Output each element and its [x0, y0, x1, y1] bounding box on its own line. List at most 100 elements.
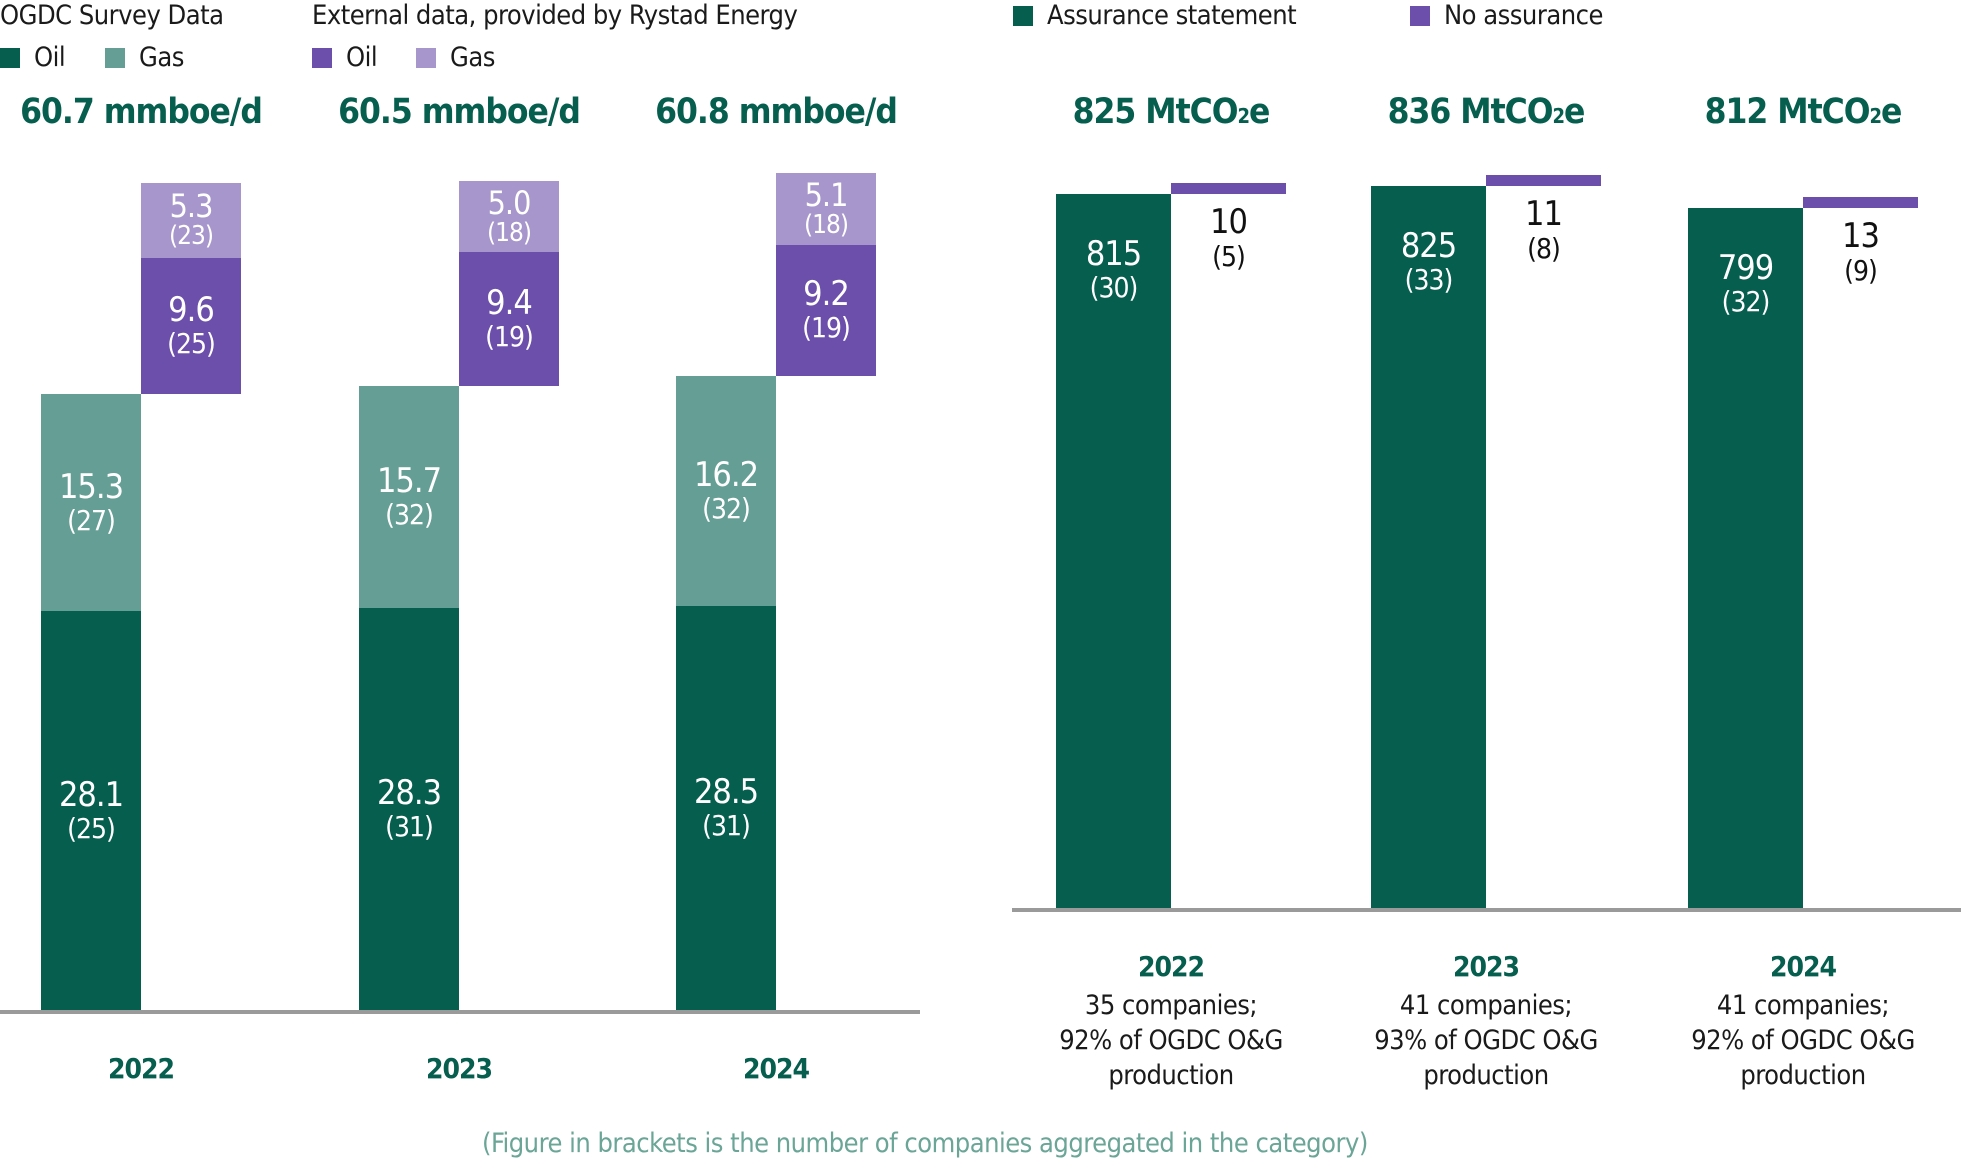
footnote: (Figure in brackets is the number of com… [482, 1128, 1368, 1159]
bar-assurance-2024: 799 (32) [1688, 208, 1803, 908]
bar-value-label: 9.2 [803, 274, 850, 315]
bar-ogdc-oil-2023: 28.3 (31) [359, 608, 459, 1010]
legend-item-ogdc-oil: Oil [0, 42, 66, 73]
legend-swatch-no-assurance [1410, 5, 1430, 26]
year-label-2022: 2022 [1137, 950, 1205, 983]
bar-no-assurance-2022 [1171, 183, 1286, 195]
total-label-subscript: 2 [1237, 104, 1250, 128]
bar-no-assurance-2024 [1803, 196, 1918, 209]
bar-count-label: (27) [67, 503, 116, 537]
bar-value-label: 28.1 [58, 774, 124, 815]
legend-swatch-ogdc-oil [0, 47, 20, 68]
bar-count-label: (33) [1404, 262, 1454, 296]
bar-value-label: 28.3 [376, 773, 442, 814]
bar-count-label: (32) [702, 491, 751, 525]
total-label-text: 836 MtCO [1387, 92, 1554, 132]
year-detail-2022: 35 companies; 92% of OGDC O&G production [1021, 988, 1321, 1093]
bar-value-label: 9.6 [168, 290, 215, 331]
total-label-tail: e [1564, 92, 1585, 132]
year-label-2023: 2023 [1452, 950, 1520, 983]
year-detail-line: 93% of OGDC O&G [1374, 1025, 1598, 1056]
bar-value-label: 5.3 [169, 187, 214, 226]
bar-count-label: (32) [1721, 285, 1771, 319]
year-detail-line: production [1740, 1060, 1866, 1091]
legend-swatch-assurance [1013, 5, 1033, 26]
bar-external-oil-2024: 9.2 (19) [776, 245, 876, 376]
legend-title-ogdc: OGDC Survey Data [0, 0, 224, 31]
bar-count-label: (31) [385, 810, 434, 844]
bar-value-label: 5.0 [487, 183, 532, 222]
year-detail-line: 35 companies; [1084, 990, 1258, 1021]
bar-value-label: 799 [1717, 248, 1774, 289]
total-label-text: 812 MtCO [1704, 92, 1871, 132]
bar-count-label: (8) [1527, 231, 1561, 265]
bar-count-label: (32) [385, 498, 434, 532]
bar-value-label: 9.4 [486, 282, 533, 323]
legend-label-assurance: Assurance statement [1047, 0, 1297, 31]
year-label-2024: 2024 [742, 1052, 810, 1085]
year-label-2024: 2024 [1769, 950, 1837, 983]
legend-item-no-assurance: No assurance [1410, 0, 1603, 31]
emissions-chart-axis [1012, 908, 1961, 912]
year-detail-line: 92% of OGDC O&G [1691, 1025, 1915, 1056]
bar-value-label: 10 [1210, 202, 1248, 243]
year-detail-line: production [1423, 1060, 1549, 1091]
total-label-2024: 60.8 mmboe/d [655, 92, 898, 132]
bar-count-label: (25) [67, 811, 116, 845]
total-label-subscript: 2 [1869, 104, 1882, 128]
bar-value-label: 15.3 [58, 466, 124, 507]
legend-item-ext-gas: Gas [416, 42, 495, 73]
legend-swatch-ogdc-gas [105, 47, 125, 68]
bar-count-label: (19) [485, 319, 534, 353]
bar-count-label: (18) [803, 209, 849, 240]
bar-value-label: 11 [1525, 193, 1563, 234]
legend-label-ext-oil: Oil [346, 42, 378, 73]
bar-value-label: 13 [1842, 216, 1880, 257]
year-label-2023: 2023 [425, 1052, 493, 1085]
legend-label-ogdc-gas: Gas [139, 42, 184, 73]
legend-label-ext-gas: Gas [450, 42, 495, 73]
bar-value-label: 16.2 [693, 454, 759, 495]
bar-ogdc-oil-2024: 28.5 (31) [676, 605, 776, 1010]
legend-title-external: External data, provided by Rystad Energy [312, 0, 798, 31]
year-detail-line: production [1108, 1060, 1234, 1091]
bar-no-assurance-2023 [1486, 174, 1601, 186]
total-label-tail: e [1249, 92, 1270, 132]
bar-value-label: 815 [1085, 234, 1142, 275]
legend-label-no-assurance: No assurance [1444, 0, 1603, 31]
bar-count-label: (19) [802, 311, 851, 345]
total-label-subscript: 2 [1552, 104, 1565, 128]
total-label-tail: e [1881, 92, 1902, 132]
bar-count-label: (25) [167, 327, 216, 361]
bar-count-label: (9) [1844, 254, 1878, 288]
legend-item-assurance: Assurance statement [1013, 0, 1297, 31]
no-assurance-label-2023: 11 (8) [1486, 196, 1601, 266]
bar-value-label: 28.5 [693, 771, 759, 812]
bar-count-label: (23) [168, 221, 214, 252]
bar-external-oil-2023: 9.4 (19) [459, 252, 559, 386]
year-detail-2023: 41 companies; 93% of OGDC O&G production [1336, 988, 1636, 1093]
bar-assurance-2022: 815 (30) [1056, 194, 1171, 908]
production-chart-axis [0, 1010, 920, 1014]
legend-item-ext-oil: Oil [312, 42, 378, 73]
bar-count-label: (30) [1089, 271, 1139, 305]
bar-external-gas-2022: 5.3 (23) [141, 182, 241, 258]
bar-ogdc-gas-2022: 15.3 (27) [41, 394, 141, 612]
year-detail-line: 92% of OGDC O&G [1059, 1025, 1283, 1056]
bar-count-label: (18) [486, 217, 532, 248]
bar-ogdc-gas-2023: 15.7 (32) [359, 385, 459, 609]
year-label-2022: 2022 [107, 1052, 175, 1085]
legend-swatch-ext-gas [416, 47, 436, 68]
year-detail-2024: 41 companies; 92% of OGDC O&G production [1653, 988, 1953, 1093]
bar-assurance-2023: 825 (33) [1371, 185, 1486, 908]
legend-swatch-ext-oil [312, 47, 332, 68]
total-label-text: 825 MtCO [1072, 92, 1239, 132]
bar-value-label: 15.7 [376, 461, 442, 502]
year-detail-line: 41 companies; [1399, 990, 1573, 1021]
bar-count-label: (31) [702, 808, 751, 842]
legend-label-ogdc-oil: Oil [34, 42, 66, 73]
year-detail-line: 41 companies; [1716, 990, 1890, 1021]
bar-count-label: (5) [1212, 240, 1246, 274]
total-label-2024: 812 MtCO2e [1643, 92, 1961, 132]
bar-external-oil-2022: 9.6 (25) [141, 257, 241, 395]
